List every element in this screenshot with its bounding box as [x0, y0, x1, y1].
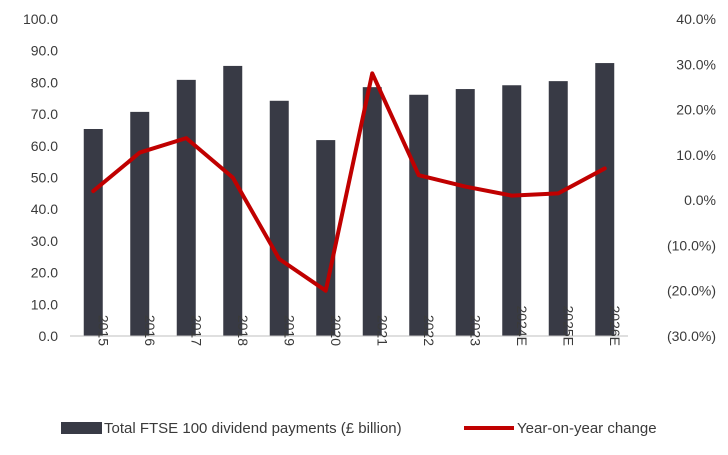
bar: [176, 79, 196, 336]
right-tick-label: (30.0%): [667, 328, 716, 344]
bar: [409, 94, 429, 336]
bar-series: [83, 63, 615, 337]
x-tick-label: 2021: [374, 315, 390, 346]
left-tick-label: 40.0: [31, 201, 58, 217]
x-tick-label: 2023: [467, 315, 483, 346]
x-tick-label: 2026E: [607, 306, 623, 346]
legend-line-label: Year-on-year change: [517, 420, 657, 437]
left-tick-label: 30.0: [31, 233, 58, 249]
bar: [502, 85, 522, 337]
left-tick-label: 10.0: [31, 296, 58, 312]
bar: [269, 100, 289, 336]
right-tick-label: 10.0%: [676, 147, 716, 163]
left-tick-label: 20.0: [31, 265, 58, 281]
legend: Total FTSE 100 dividend payments (£ bill…: [61, 420, 657, 437]
right-tick-label: 0.0%: [684, 192, 716, 208]
bar: [362, 87, 382, 336]
bar: [548, 81, 568, 337]
bar: [455, 89, 475, 336]
left-tick-label: 100.0: [23, 11, 58, 27]
right-tick-label: 20.0%: [676, 102, 716, 118]
left-tick-label: 0.0: [39, 328, 59, 344]
left-tick-label: 80.0: [31, 74, 58, 90]
yoy-line: [91, 71, 607, 293]
x-tick-label: 2016: [142, 315, 158, 346]
x-tick-label: 2022: [421, 315, 437, 346]
x-tick-label: 2017: [188, 315, 204, 346]
left-axis-ticks: 0.0 10.0 20.0 30.0 40.0 50.0 60.0 70.0 80.0 90.0 1…: [23, 11, 58, 344]
x-axis-labels: 2015 2016 2017 2018 2019 2020 2021 2022 2023 2024…: [95, 306, 623, 347]
x-tick-label: 2024E: [514, 306, 530, 346]
x-tick-label: 2018: [235, 315, 251, 346]
legend-bar-label: Total FTSE 100 dividend payments (£ bill…: [104, 420, 402, 437]
left-tick-label: 50.0: [31, 170, 58, 186]
right-tick-label: (10.0%): [667, 237, 716, 253]
right-axis-ticks: (30.0%) (20.0%) (10.0%) 0.0% 10.0% 20.0% 30.0%…: [667, 11, 716, 344]
bar: [130, 111, 150, 336]
left-tick-label: 90.0: [31, 43, 58, 59]
bar: [595, 63, 615, 337]
x-tick-label: 2020: [328, 315, 344, 346]
x-tick-label: 2019: [281, 315, 297, 346]
left-tick-label: 70.0: [31, 106, 58, 122]
legend-bar-swatch: [61, 422, 102, 434]
right-tick-label: 30.0%: [676, 56, 716, 72]
bar: [316, 140, 336, 336]
right-tick-label: 40.0%: [676, 11, 716, 27]
bar: [223, 65, 243, 336]
right-tick-label: (20.0%): [667, 283, 716, 299]
left-tick-label: 60.0: [31, 138, 58, 154]
bar: [83, 128, 103, 336]
x-tick-label: 2025E: [560, 306, 576, 346]
x-tick-label: 2015: [95, 315, 111, 346]
